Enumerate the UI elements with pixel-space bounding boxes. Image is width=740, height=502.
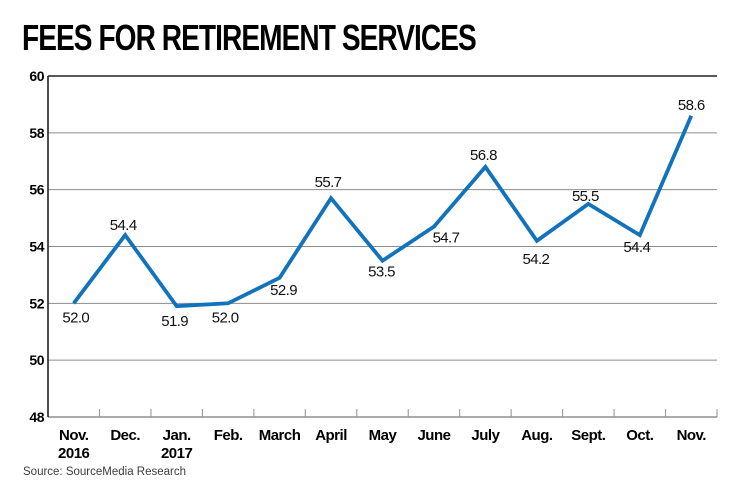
x-axis-label: March [259,427,301,444]
x-axis-label: Dec. [110,427,140,444]
data-label: 54.2 [522,251,549,268]
x-axis-label: July [471,427,500,444]
chart-title: FEES FOR RETIREMENT SERVICES [22,17,477,58]
x-axis-year-label: 2016 [58,445,90,462]
y-axis-label: 54 [29,239,44,255]
data-label: 51.9 [161,313,188,330]
data-label: 52.0 [212,309,239,326]
x-axis-label: Nov. [59,427,89,444]
data-label: 54.4 [110,217,137,234]
data-label: 53.5 [368,264,395,281]
data-label: 55.7 [315,174,342,191]
data-label: 56.8 [470,147,497,164]
data-label: 52.0 [62,309,89,326]
x-axis-year-label: 2017 [161,445,193,462]
x-axis-label: Sept. [571,427,606,444]
x-axis-label: April [315,427,347,444]
x-axis-label: Feb. [214,427,243,444]
data-label: 58.6 [678,97,705,114]
y-axis-label: 52 [29,295,44,311]
y-axis-label: 50 [29,352,44,368]
x-axis-label: Oct. [626,427,654,444]
data-label: 54.4 [623,239,650,256]
x-axis-label: June [417,427,450,444]
data-label: 54.7 [433,230,460,247]
x-axis-label: Aug. [521,427,553,444]
y-axis-label: 56 [29,182,44,198]
x-axis-label: May [369,427,398,444]
x-axis-label: Nov. [677,427,707,444]
y-axis-label: 60 [29,68,44,84]
source-note: Source: SourceMedia Research [23,466,186,478]
data-line [72,115,694,309]
y-axis-label: 48 [29,409,44,425]
y-axis-label: 58 [29,125,44,141]
data-label: 52.9 [270,282,297,299]
x-axis-label: Jan. [163,427,191,444]
data-label: 55.5 [572,188,599,205]
